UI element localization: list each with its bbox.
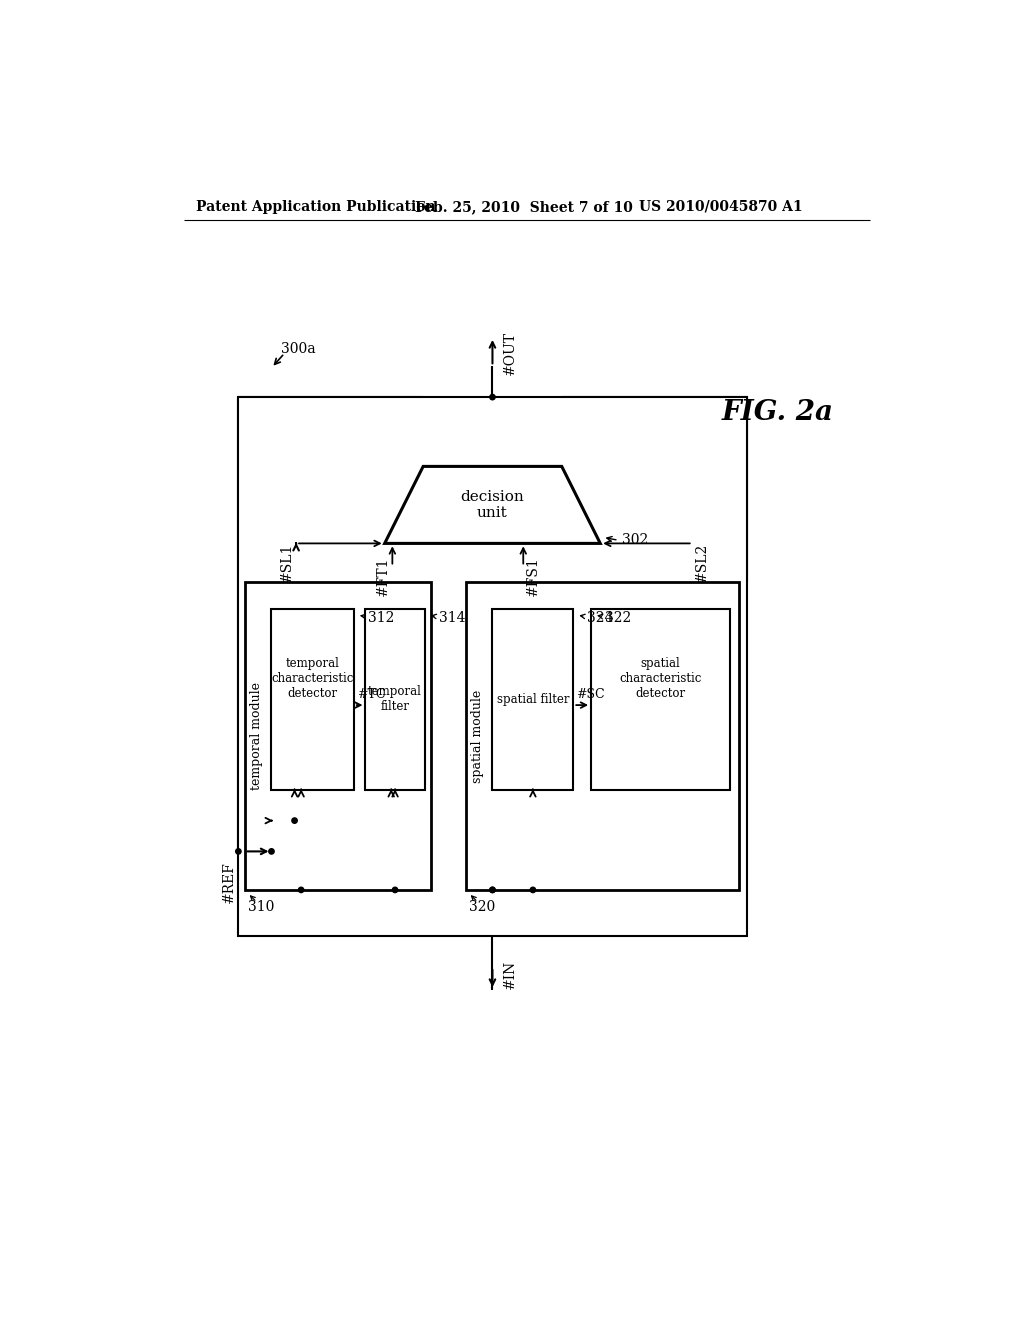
Text: #REF: #REF (222, 861, 237, 903)
Bar (591, 609, 730, 789)
Circle shape (392, 887, 397, 892)
Text: US 2010/0045870 A1: US 2010/0045870 A1 (639, 199, 803, 214)
Text: 314: 314 (438, 611, 465, 626)
Text: #SL1: #SL1 (280, 543, 294, 582)
Text: Patent Application Publication: Patent Application Publication (196, 199, 435, 214)
Circle shape (489, 887, 496, 892)
Text: 322: 322 (605, 611, 631, 626)
Text: 302: 302 (622, 532, 648, 546)
Bar (366, 609, 425, 789)
Text: temporal
characteristic
detector: temporal characteristic detector (271, 656, 354, 700)
Bar (245, 582, 431, 890)
Text: #SL2: #SL2 (695, 543, 709, 582)
Text: #TC: #TC (357, 688, 385, 701)
Circle shape (489, 395, 496, 400)
Bar (239, 397, 746, 936)
Text: 310: 310 (249, 900, 274, 913)
Text: 312: 312 (368, 611, 394, 626)
Text: FIG. 2a: FIG. 2a (721, 399, 834, 426)
Text: spatial filter: spatial filter (497, 693, 569, 706)
Circle shape (236, 849, 241, 854)
Text: #SC: #SC (577, 688, 605, 701)
Text: Feb. 25, 2010  Sheet 7 of 10: Feb. 25, 2010 Sheet 7 of 10 (416, 199, 633, 214)
Text: 324: 324 (587, 611, 613, 626)
Circle shape (268, 849, 274, 854)
Bar (466, 582, 739, 890)
Text: 320: 320 (469, 900, 496, 913)
Circle shape (292, 818, 297, 824)
Text: decision
unit: decision unit (461, 490, 524, 520)
Polygon shape (385, 466, 600, 544)
Text: temporal module: temporal module (250, 682, 263, 789)
Bar (493, 609, 573, 789)
Text: #OUT: #OUT (503, 331, 517, 375)
Text: 300a: 300a (281, 342, 315, 356)
Text: spatial
characteristic
detector: spatial characteristic detector (620, 656, 701, 700)
Text: temporal
filter: temporal filter (368, 685, 422, 713)
Circle shape (530, 887, 536, 892)
Text: spatial module: spatial module (471, 689, 484, 783)
Text: #FS1: #FS1 (525, 556, 540, 597)
Circle shape (298, 887, 304, 892)
Text: #IN: #IN (503, 960, 517, 989)
Circle shape (489, 887, 496, 892)
Text: #FT1: #FT1 (376, 556, 390, 595)
Bar (271, 609, 354, 789)
